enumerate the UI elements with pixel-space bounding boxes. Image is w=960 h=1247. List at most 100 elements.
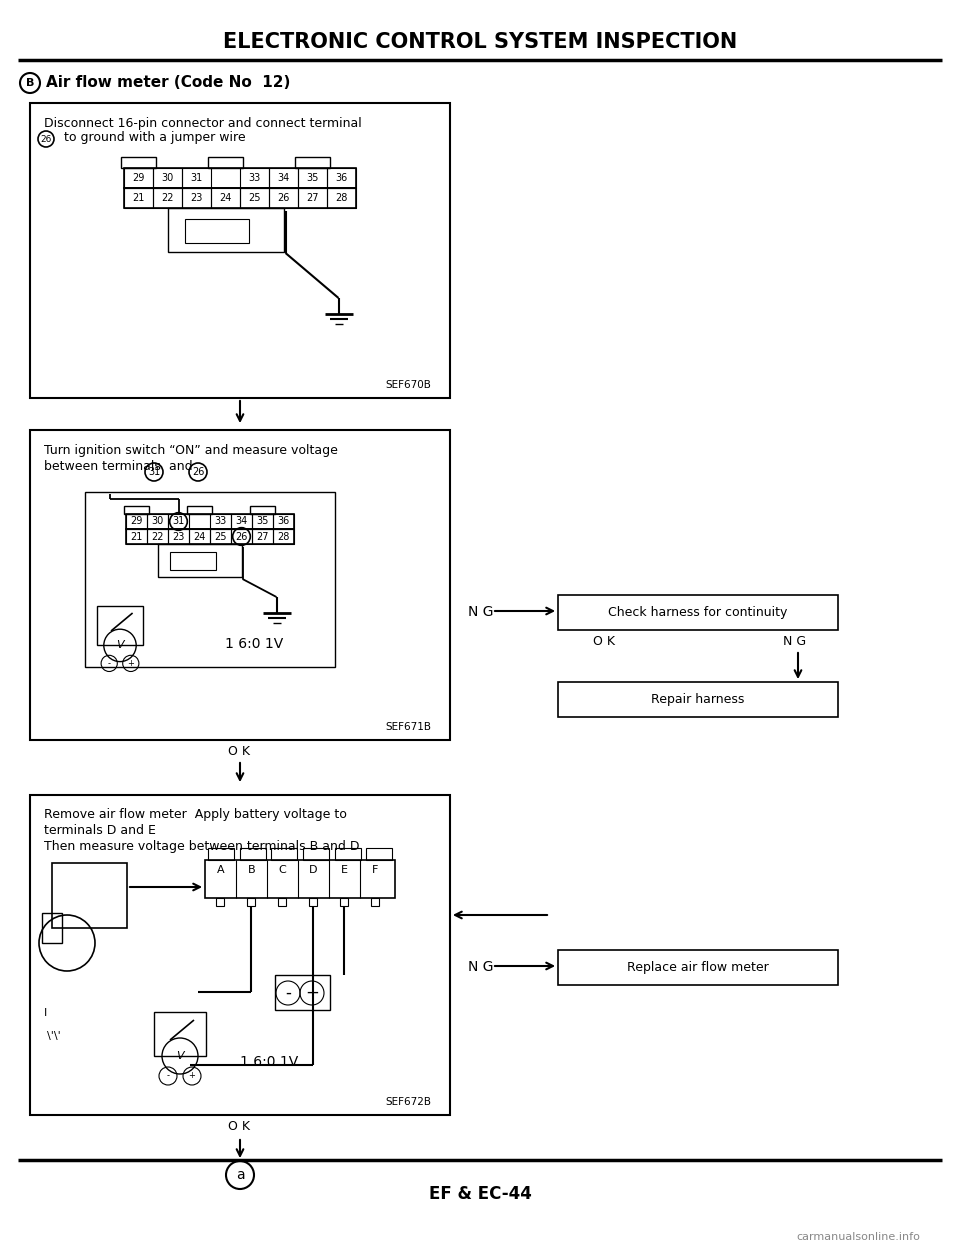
Text: +: + — [305, 984, 319, 1003]
Bar — [340, 898, 348, 907]
Bar — [124, 506, 149, 514]
Bar — [298, 188, 327, 208]
Text: 21: 21 — [131, 531, 143, 541]
Bar — [240, 168, 269, 188]
Text: D: D — [309, 865, 318, 875]
Text: -: - — [285, 984, 291, 1003]
Text: Replace air flow meter: Replace air flow meter — [627, 961, 769, 974]
Text: to ground with a jumper wire: to ground with a jumper wire — [60, 131, 246, 143]
Text: 26: 26 — [192, 466, 204, 478]
Text: 29: 29 — [131, 516, 143, 526]
Bar — [170, 552, 216, 570]
Bar — [269, 168, 298, 188]
Text: 26: 26 — [235, 531, 248, 541]
Bar — [124, 188, 153, 208]
Text: carmanualsonline.info: carmanualsonline.info — [796, 1232, 920, 1242]
Text: 25: 25 — [249, 193, 261, 203]
Bar — [185, 219, 249, 243]
Text: 36: 36 — [277, 516, 290, 526]
Text: 33: 33 — [249, 173, 260, 183]
Bar — [154, 1013, 206, 1056]
Text: E: E — [341, 865, 348, 875]
Bar — [153, 188, 182, 208]
Bar — [366, 848, 393, 860]
Bar — [269, 188, 298, 208]
Text: Air flow meter (Code No  12): Air flow meter (Code No 12) — [46, 75, 290, 90]
Text: 27: 27 — [256, 531, 269, 541]
Text: -: - — [108, 658, 110, 668]
Text: \'\': \'\' — [47, 1031, 60, 1041]
Bar — [205, 860, 395, 898]
Bar — [126, 514, 147, 529]
Bar — [558, 682, 838, 717]
Bar — [147, 514, 168, 529]
Bar — [97, 606, 143, 646]
Bar — [278, 898, 286, 907]
Bar — [124, 168, 356, 188]
Text: 24: 24 — [219, 193, 231, 203]
Bar — [298, 168, 327, 188]
Bar — [252, 529, 273, 544]
Text: A: A — [217, 865, 225, 875]
Bar — [187, 506, 212, 514]
Text: O K: O K — [228, 744, 250, 758]
Bar — [210, 514, 231, 529]
Bar — [231, 529, 252, 544]
Text: -: - — [166, 1071, 170, 1080]
Text: 33: 33 — [214, 516, 227, 526]
Bar — [302, 848, 329, 860]
Bar — [295, 157, 330, 168]
Bar — [250, 506, 276, 514]
Text: V: V — [116, 641, 124, 651]
Text: 1 6:0 1V: 1 6:0 1V — [225, 637, 283, 651]
Bar — [42, 913, 62, 943]
Text: Check harness for continuity: Check harness for continuity — [609, 606, 788, 619]
Text: ELECTRONIC CONTROL SYSTEM INSPECTION: ELECTRONIC CONTROL SYSTEM INSPECTION — [223, 32, 737, 52]
Bar — [85, 493, 335, 667]
Text: 25: 25 — [214, 531, 227, 541]
Bar — [124, 168, 153, 188]
Bar — [167, 208, 283, 252]
Bar — [52, 863, 127, 928]
Bar — [168, 529, 189, 544]
Bar — [334, 848, 361, 860]
Bar — [182, 188, 211, 208]
Bar — [189, 529, 210, 544]
Bar — [216, 898, 224, 907]
Text: 26: 26 — [277, 193, 290, 203]
Text: O K: O K — [228, 1120, 250, 1134]
Bar — [371, 898, 379, 907]
Bar — [147, 529, 168, 544]
Text: Then measure voltage between terminals B and D: Then measure voltage between terminals B… — [44, 840, 359, 853]
Text: 27: 27 — [306, 193, 319, 203]
Text: 22: 22 — [152, 531, 164, 541]
Text: 26: 26 — [40, 135, 52, 143]
Bar — [239, 848, 266, 860]
Text: and: and — [165, 460, 197, 473]
Text: F: F — [372, 865, 378, 875]
Text: N G: N G — [783, 635, 806, 648]
Text: 31: 31 — [148, 466, 160, 478]
Text: O K: O K — [593, 635, 615, 648]
Text: 30: 30 — [152, 516, 163, 526]
Text: 34: 34 — [277, 173, 290, 183]
Text: EF & EC-44: EF & EC-44 — [428, 1185, 532, 1203]
Text: 36: 36 — [335, 173, 348, 183]
Text: terminals D and E: terminals D and E — [44, 824, 156, 837]
Text: 23: 23 — [172, 531, 184, 541]
Bar — [240, 188, 269, 208]
Bar — [30, 104, 450, 398]
Text: +: + — [188, 1071, 196, 1080]
Bar — [126, 529, 147, 544]
Text: 21: 21 — [132, 193, 145, 203]
Bar — [30, 430, 450, 739]
Text: 28: 28 — [335, 193, 348, 203]
Text: SEF670B: SEF670B — [385, 380, 431, 390]
Bar — [207, 848, 234, 860]
Text: 31: 31 — [173, 516, 184, 526]
Bar — [153, 168, 182, 188]
Text: N G: N G — [468, 605, 493, 619]
Text: 31: 31 — [190, 173, 203, 183]
Bar — [558, 950, 838, 985]
Bar — [168, 514, 189, 529]
